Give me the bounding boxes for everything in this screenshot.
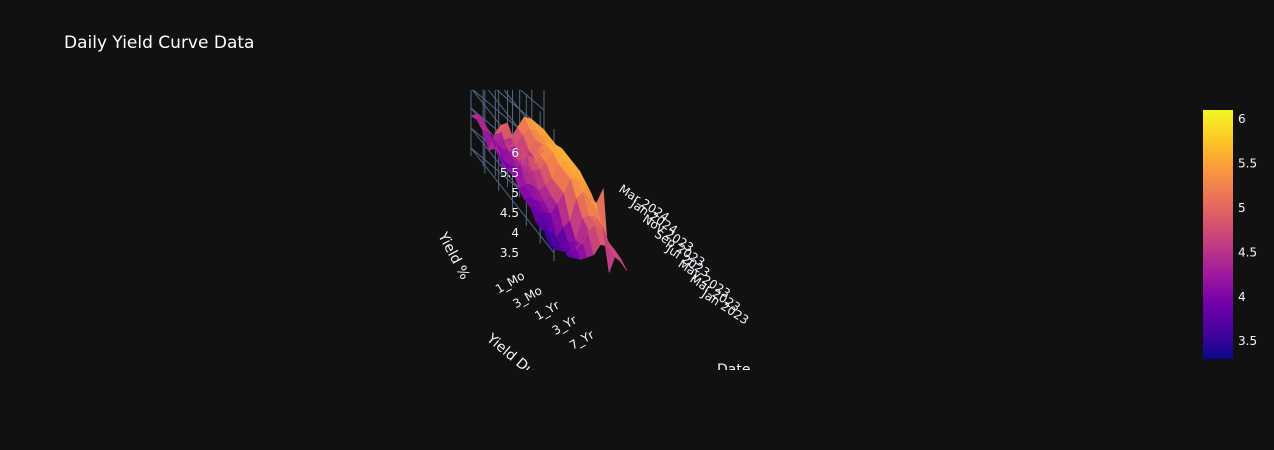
colorbar-gradient: [1203, 110, 1233, 359]
z-tick-label: 3.5: [500, 246, 519, 260]
colorbar-tick-label: 6: [1238, 112, 1246, 126]
z-tick-label: 5: [511, 186, 519, 200]
chart-title: Daily Yield Curve Data: [64, 33, 255, 53]
date-axis-title: Date: [717, 362, 750, 378]
colorbar-tick-label: 4: [1238, 290, 1246, 304]
surface[interactable]: [470, 113, 628, 273]
z-tick-label: 5.5: [500, 166, 519, 180]
colorbar-tick-label: 5: [1238, 201, 1246, 215]
duration-tick-label: 1_Yr: [532, 298, 561, 323]
z-tick-label: 6: [511, 146, 519, 160]
colorbar-tick-label: 5.5: [1238, 156, 1257, 170]
duration-axis-title: Yield Duration: [483, 330, 570, 406]
z-tick-label: 4: [511, 226, 519, 240]
z-axis-title: Yield %: [434, 229, 473, 283]
z-tick-label: 4.5: [500, 206, 519, 220]
surface-patch: [614, 249, 628, 272]
colorbar: 3.5 4 4.5 5 5.5 6: [1203, 110, 1257, 359]
duration-tick-label: 7_Yr: [567, 327, 596, 352]
colorbar-tick-label: 4.5: [1238, 245, 1257, 259]
duration-tick-label: 3_Yr: [550, 313, 579, 338]
colorbar-tick-label: 3.5: [1238, 334, 1257, 348]
